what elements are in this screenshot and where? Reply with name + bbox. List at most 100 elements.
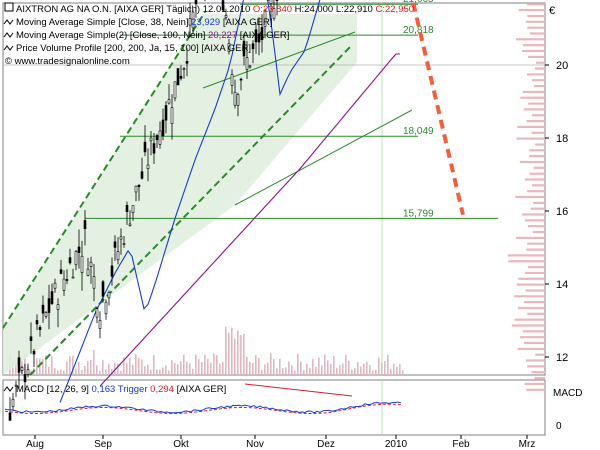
indicator-icon [3,45,14,51]
candle [182,68,186,70]
candle [254,29,258,43]
candle [233,91,237,106]
volume-bar [96,365,98,376]
candle [131,205,135,214]
volume-bar [213,353,215,375]
candlestick-series [8,0,279,421]
candle [98,320,102,329]
volume-bar [150,369,152,376]
candle [137,184,141,187]
volume-bar [192,368,194,376]
candle [56,304,60,310]
candle [41,304,45,314]
volume-bar [162,367,164,376]
volume-bar [369,365,371,376]
chart-legend: AIXTRON AG NA O.N. [AIXA GER] Täglich) 1… [3,2,414,67]
candle [68,257,72,264]
x-tick-label: Mrz [519,439,536,450]
macd-panel[interactable] [2,379,546,436]
candle [257,33,261,43]
volume-bar [207,358,209,375]
candle [188,18,192,26]
volume-profile-bar [534,85,545,88]
volume-bar [285,367,287,375]
candle [104,301,108,315]
volume-bar [198,359,200,375]
volume-bar [375,369,377,376]
candle [227,42,231,52]
volume-bar [360,366,362,375]
volume-profile-bar [527,73,545,76]
volume-profile-bar [516,236,545,239]
volume-bar [123,357,125,375]
volume-profile-bar [527,312,545,315]
volume-bar [135,354,137,375]
volume-bar [231,327,233,375]
candle [83,220,87,229]
volume-profile-bar [531,371,545,374]
volume-bar [234,338,236,375]
volume-profile-bar [515,195,545,199]
volume-bar [357,362,359,375]
volume-bar [273,359,275,376]
candle [245,57,249,70]
candle [26,369,30,375]
x-tick-label: 2010 [385,439,408,450]
volume-bar [36,358,38,375]
volume-bar [264,364,266,375]
x-axis: Aug Sep Okt Nov Dez 2010 Feb Mrz [26,435,535,450]
candle [176,68,180,86]
channel-upper-line [202,31,356,89]
candle [269,0,273,4]
volume-profile-bar [526,388,545,391]
volume-bar [99,370,101,375]
volume-profile-bar [535,143,545,146]
volume-profile-bar [527,26,545,29]
candle [140,171,144,179]
volume-profile-bar [531,131,545,134]
level-label: 20,818 [403,25,434,36]
volume-profile-bar [527,190,545,193]
level-label: 15,799 [403,208,434,219]
candle [44,312,48,317]
volume-profile-bar [520,96,545,99]
candle [32,350,36,355]
candle [149,137,153,142]
volume-profile-bar [516,283,545,286]
volume-bar [384,361,386,376]
volume-profile-bar [525,178,545,181]
volume-profile-bar [529,149,545,152]
projection-arrow [410,0,465,216]
volume-profile-bar [514,295,545,298]
volume-bar [15,362,17,375]
x-tick-label: Nov [246,439,264,450]
candle [35,320,39,325]
candle [62,278,66,291]
candle [263,10,267,27]
volume-profile-bar [507,254,545,257]
volume-profile-bar [527,266,545,269]
volume-bar [204,354,206,375]
x-tick-label: Sep [94,439,112,450]
macd-lines [4,383,402,414]
candle [77,246,81,253]
volume-bar [42,359,44,376]
x-tick-label: Dez [317,439,335,450]
candle [251,43,255,50]
candle [128,223,132,226]
volume-bar [249,361,251,375]
volume-bar [303,370,305,375]
y-tick-label: 18 [556,133,568,145]
volume-bar [81,370,83,375]
volume-bar [72,355,74,376]
copyright-text: © www.tradesignalonline.com [5,56,130,67]
volume-bar [108,363,110,376]
volume-profile-bar [522,49,545,53]
volume-bar [279,358,281,376]
volume-profile-bar [520,336,545,339]
volume-bar [141,359,143,375]
volume-profile-bar [524,341,545,345]
volume-bar [222,362,224,376]
candle [47,298,51,313]
grid [3,3,545,435]
